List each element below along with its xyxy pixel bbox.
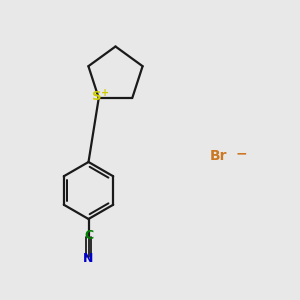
Text: −: − (236, 146, 247, 160)
Text: Br: Br (210, 149, 227, 163)
Text: S: S (92, 90, 102, 103)
Text: N: N (83, 251, 94, 265)
Text: +: + (101, 88, 110, 98)
Text: C: C (84, 229, 93, 242)
